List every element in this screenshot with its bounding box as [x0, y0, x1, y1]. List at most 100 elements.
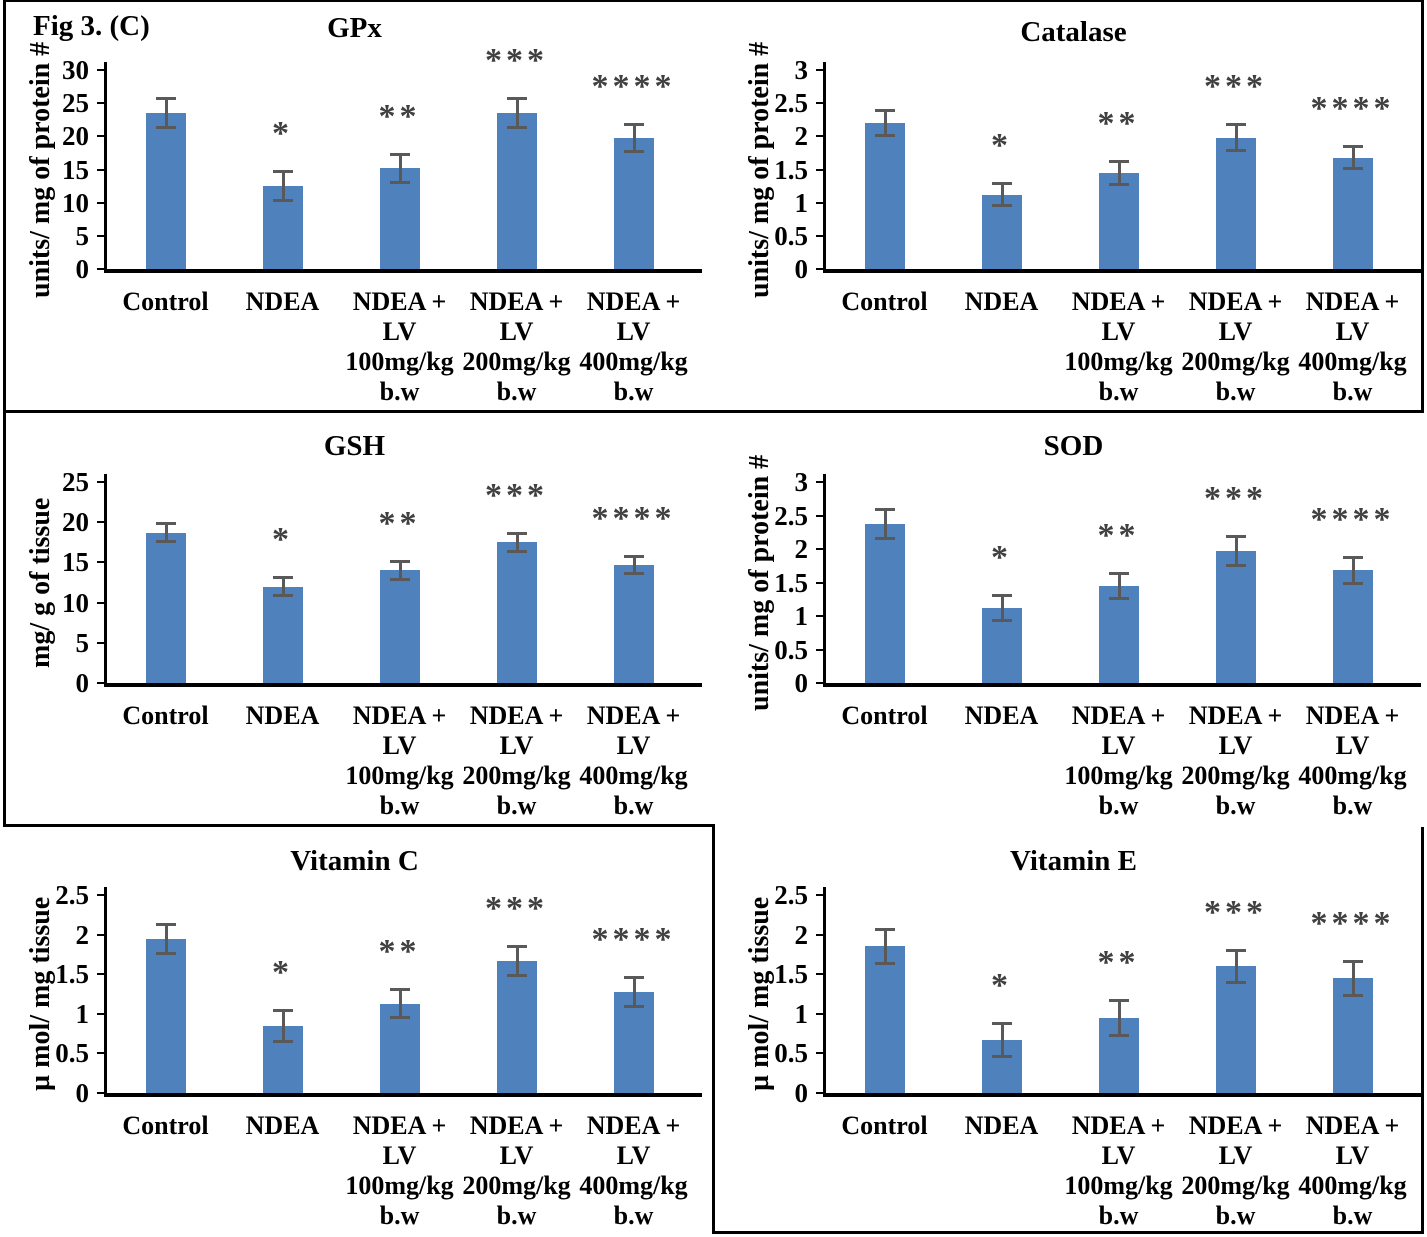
error-bar-line — [515, 945, 519, 976]
y-tick-label: 1 — [794, 998, 809, 1029]
significance-stars: *** — [485, 889, 548, 927]
significance-stars: ** — [378, 933, 421, 971]
y-tick-mark — [97, 234, 105, 237]
error-bar-line — [1117, 160, 1121, 185]
significance-stars: ** — [378, 504, 421, 542]
significance-stars: **** — [1310, 904, 1395, 942]
y-tick-mark — [816, 894, 824, 896]
y-tick-mark — [97, 561, 105, 564]
x-category-label-line: Control — [841, 287, 928, 316]
x-category-label-line: LV — [499, 317, 534, 346]
significance-stars: ** — [1097, 943, 1140, 981]
y-tick-mark — [816, 581, 824, 584]
x-category-label-line: Control — [122, 1111, 209, 1140]
significance-stars: * — [991, 966, 1012, 1004]
y-axis-line — [104, 62, 107, 272]
x-category-label: NDEA + LV 100mg/kg b.w — [1049, 287, 1189, 407]
x-category-label-line: 100mg/kg — [1064, 761, 1173, 790]
error-bar-cap-top — [155, 922, 176, 926]
x-category-label-line: Control — [841, 701, 928, 730]
x-category-label: NDEA — [213, 1111, 353, 1141]
y-axis-line — [823, 887, 826, 1096]
error-bar-line — [164, 523, 168, 543]
panel-border-topbox-bottom — [3, 410, 1424, 413]
x-category-label-line: LV — [616, 1141, 651, 1170]
chart-title: GPx — [327, 12, 382, 44]
error-bar-cap-top — [1225, 123, 1246, 127]
error-bar-cap-top — [623, 122, 644, 126]
x-category-label: NDEA + LV 400mg/kg b.w — [1283, 1111, 1423, 1231]
significance-stars: **** — [1310, 501, 1395, 539]
y-tick-mark — [816, 933, 824, 936]
x-category-label-line: b.w — [379, 377, 420, 406]
y-tick-label: 2 — [794, 919, 809, 950]
y-tick-mark — [97, 894, 105, 896]
x-category-label-line: b.w — [1332, 1201, 1373, 1230]
y-tick-label: 30 — [62, 55, 89, 85]
x-category-label-line: LV — [1218, 1141, 1253, 1170]
x-category-label-line: NDEA — [964, 1111, 1039, 1140]
x-category-label: NDEA + LV 100mg/kg b.w — [330, 701, 470, 821]
x-category-label-line: NDEA + — [352, 1111, 447, 1140]
y-tick-label: 1.5 — [774, 567, 808, 598]
y-tick-mark — [97, 268, 105, 270]
y-tick-mark — [97, 933, 105, 936]
x-category-label-line: 100mg/kg — [1064, 347, 1173, 376]
error-bar-line — [515, 97, 519, 129]
bar — [496, 960, 537, 1093]
bar — [379, 168, 420, 269]
error-bar-cap-top — [623, 975, 644, 979]
bar — [496, 113, 537, 269]
x-category-label-line: LV — [1101, 1141, 1136, 1170]
x-category-label-line: NDEA + — [469, 701, 564, 730]
error-bar-line — [632, 976, 636, 1007]
error-bar-cap-top — [1108, 159, 1129, 163]
y-tick-label: 2 — [75, 919, 90, 950]
panel-border-bottomright-right — [1421, 827, 1424, 1234]
error-bar-cap-top — [272, 575, 293, 579]
chart-title: SOD — [1043, 430, 1104, 462]
x-axis-line — [104, 1093, 702, 1097]
significance-stars: * — [272, 520, 293, 558]
bar — [1215, 137, 1256, 269]
x-category-label-line: 100mg/kg — [345, 761, 454, 790]
significance-stars: * — [991, 127, 1012, 165]
x-category-label: NDEA + LV 400mg/kg b.w — [1283, 287, 1423, 407]
y-tick-label: 0.5 — [774, 634, 808, 665]
x-category-label-line: b.w — [496, 377, 537, 406]
significance-stars: **** — [591, 67, 676, 105]
x-category-label-line: b.w — [1098, 791, 1139, 820]
error-bar-cap-top — [506, 944, 527, 948]
y-tick-mark — [97, 641, 105, 644]
significance-stars: *** — [1204, 68, 1267, 106]
error-bar-line — [164, 923, 168, 954]
x-category-label: NDEA + LV 400mg/kg b.w — [564, 701, 704, 821]
x-category-label: NDEA + LV 200mg/kg b.w — [1166, 1111, 1306, 1231]
x-category-label: NDEA + LV 400mg/kg b.w — [564, 1111, 704, 1231]
y-tick-label: 15 — [62, 154, 89, 185]
error-bar-line — [632, 555, 636, 574]
x-category-label-line: LV — [1218, 317, 1253, 346]
x-category-label-line: NDEA + — [469, 287, 564, 316]
x-category-label-line: b.w — [1332, 791, 1373, 820]
error-bar-line — [281, 1009, 285, 1042]
x-category-label: NDEA — [213, 701, 353, 731]
y-tick-label: 25 — [62, 88, 89, 119]
x-category-label-line: b.w — [1215, 377, 1256, 406]
y-tick-label: 0 — [75, 254, 90, 284]
y-tick-mark — [816, 168, 824, 171]
x-category-label-line: LV — [382, 1141, 417, 1170]
error-bar-cap-bottom — [506, 549, 527, 553]
x-category-label: NDEA + LV 100mg/kg b.w — [330, 1111, 470, 1231]
x-category-label-line: b.w — [1215, 1201, 1256, 1230]
error-bar-line — [1351, 960, 1355, 996]
x-category-label-line: LV — [616, 731, 651, 760]
x-category-label-line: LV — [382, 317, 417, 346]
y-tick-mark — [816, 1052, 824, 1055]
panel-border-top-edge — [3, 0, 1424, 2]
y-tick-label: 1 — [794, 187, 809, 218]
error-bar-line — [883, 929, 887, 964]
y-tick-mark — [97, 168, 105, 171]
error-bar-cap-bottom — [272, 1039, 293, 1043]
